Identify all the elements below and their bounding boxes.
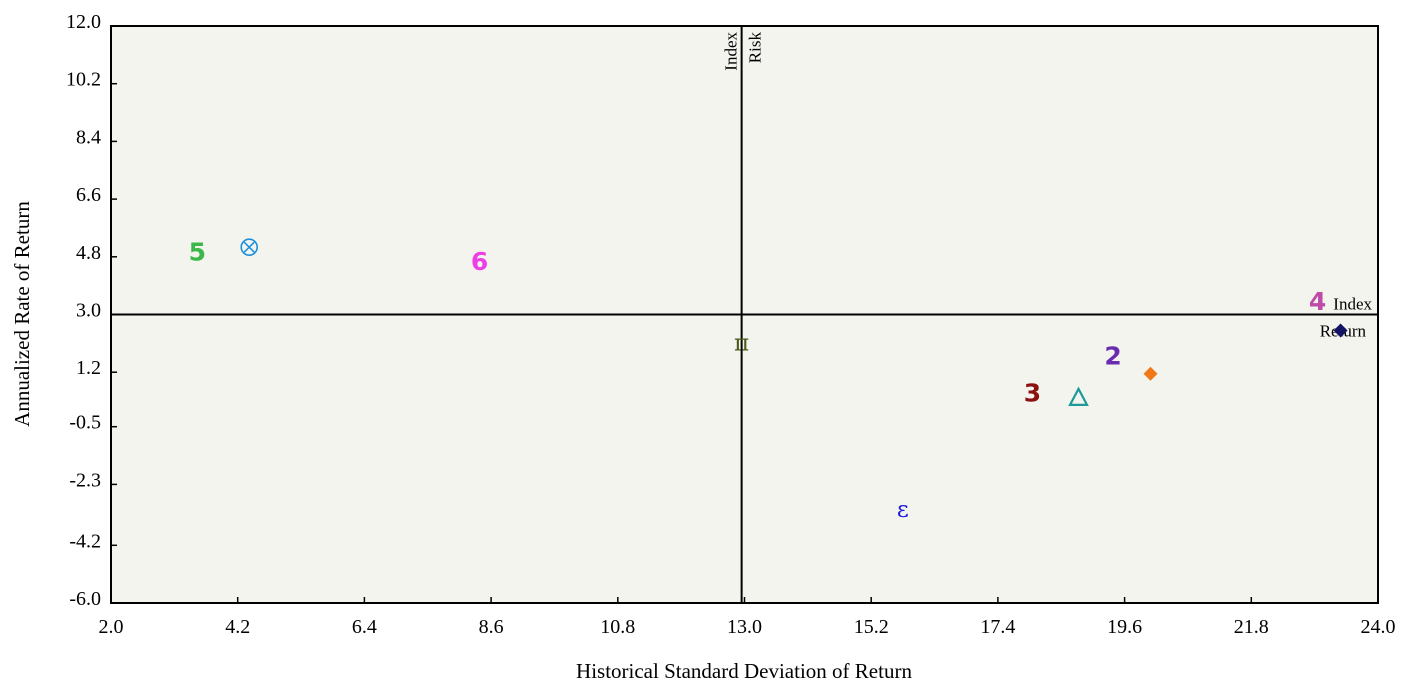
index-risk-label-line2: Risk	[746, 32, 765, 64]
axis-ticks: 2.0 4.2 6.4 8.6 10.8 13.0 15.2 17.4 19.6 21.8 24.0…	[66, 11, 1396, 638]
y-tick-label: 1.2	[76, 357, 101, 379]
point-marker-symbol: π	[734, 330, 749, 356]
point-marker-number-2: 2	[1104, 342, 1121, 371]
x-tick-label: 21.8	[1234, 616, 1269, 638]
y-tick-label: -4.2	[69, 530, 101, 552]
x-tick-label: 10.8	[600, 616, 635, 638]
y-tick-label: 6.6	[76, 184, 101, 206]
y-axis-title: Annualized Rate of Return	[10, 201, 34, 427]
y-tick-label: 12.0	[66, 11, 101, 33]
x-tick-label: 17.4	[980, 616, 1015, 638]
point-marker-diamond	[1143, 366, 1158, 381]
x-axis-title: Historical Standard Deviation of Return	[576, 659, 912, 683]
point-marker-circled-x	[240, 238, 259, 256]
point-marker-diamond	[1333, 323, 1348, 338]
y-tick-label: -6.0	[69, 588, 101, 610]
x-tick-label: 2.0	[99, 616, 124, 638]
y-tick-label: 3.0	[76, 300, 101, 322]
x-tick-label: 24.0	[1361, 616, 1396, 638]
point-marker-number-5: 5	[189, 237, 206, 266]
index-return-label-line1: Index	[1333, 295, 1372, 314]
y-tick-label: 4.8	[76, 242, 101, 264]
x-tick-label: 6.4	[352, 616, 377, 638]
y-tick-label: 10.2	[66, 69, 101, 91]
index-risk-label-line1: Index	[722, 32, 741, 71]
x-tick-label: 4.2	[225, 616, 250, 638]
point-marker-triangle	[1068, 386, 1089, 406]
x-tick-label: 13.0	[727, 616, 762, 638]
y-tick-label: -0.5	[69, 412, 101, 434]
y-tick-label: 8.4	[76, 126, 101, 148]
x-tick-label: 8.6	[479, 616, 504, 638]
point-marker-number-3: 3	[1024, 379, 1041, 408]
data-points: 5 6 π 3 2 ε 4	[189, 237, 1348, 523]
y-tick-label: -2.3	[69, 469, 101, 491]
x-tick-label: 19.6	[1107, 616, 1142, 638]
point-marker-symbol: ε	[897, 497, 909, 523]
point-marker-number-6: 6	[471, 247, 488, 276]
point-marker-number-4: 4	[1309, 287, 1326, 316]
x-tick-label: 15.2	[854, 616, 889, 638]
